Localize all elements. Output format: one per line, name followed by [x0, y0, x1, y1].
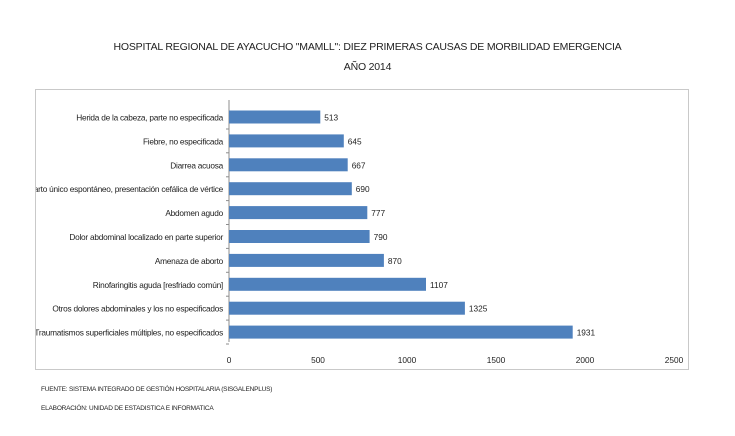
- chart-title: HOSPITAL REGIONAL DE AYACUCHO "MAMLL": D…: [113, 41, 622, 53]
- category-label: Parto único espontáneo, presentación cef…: [36, 184, 224, 194]
- category-label: Diarrea acuosa: [170, 160, 223, 170]
- bar-chart: Herida de la cabeza, parte no especifica…: [36, 100, 684, 365]
- footnote-credit: ELABORACIÓN: UNIDAD DE ESTADISTICA E INF…: [41, 405, 214, 412]
- category-label: Rinofaringitis aguda [resfriado común]: [93, 280, 223, 290]
- chart-area: Herida de la cabeza, parte no especifica…: [35, 89, 689, 370]
- category-label: Herida de la cabeza, parte no especifica…: [76, 113, 223, 123]
- data-label: 870: [388, 256, 402, 266]
- data-label: 645: [348, 136, 362, 146]
- bar: [229, 182, 352, 196]
- data-label: 1325: [469, 304, 488, 314]
- category-label: Abdomen agudo: [165, 208, 223, 218]
- bar: [229, 301, 465, 315]
- x-tick-label: 1500: [487, 355, 506, 365]
- data-label: 513: [324, 113, 338, 123]
- category-label: Amenaza de aborto: [155, 256, 224, 266]
- bar: [229, 325, 573, 339]
- x-tick-label: 2500: [665, 355, 684, 365]
- bar: [229, 206, 368, 220]
- x-tick-label: 0: [227, 355, 232, 365]
- data-label: 777: [371, 208, 385, 218]
- data-label: 667: [352, 160, 366, 170]
- bar: [229, 134, 344, 148]
- data-label: 1931: [577, 328, 596, 338]
- data-label: 790: [374, 232, 388, 242]
- category-label: Traumatismos superficiales múltiples, no…: [36, 328, 223, 338]
- bar: [229, 253, 384, 267]
- bar: [229, 277, 426, 291]
- x-tick-label: 1000: [398, 355, 417, 365]
- category-label: Otros dolores abdominales y los no espec…: [52, 304, 223, 314]
- bar: [229, 230, 370, 243]
- category-label: Dolor abdominal localizado en parte supe…: [69, 232, 223, 242]
- x-tick-label: 500: [311, 355, 325, 365]
- x-tick-label: 2000: [576, 355, 595, 365]
- data-label: 690: [356, 184, 370, 194]
- category-label: Fiebre, no especificada: [143, 136, 224, 146]
- footnote-source: FUENTE: SISTEMA INTEGRADO DE GESTIÓN HOS…: [41, 386, 273, 393]
- bar: [229, 110, 321, 124]
- bar: [229, 158, 348, 172]
- chart-subtitle: AÑO 2014: [343, 61, 392, 73]
- data-label: 1107: [430, 280, 448, 290]
